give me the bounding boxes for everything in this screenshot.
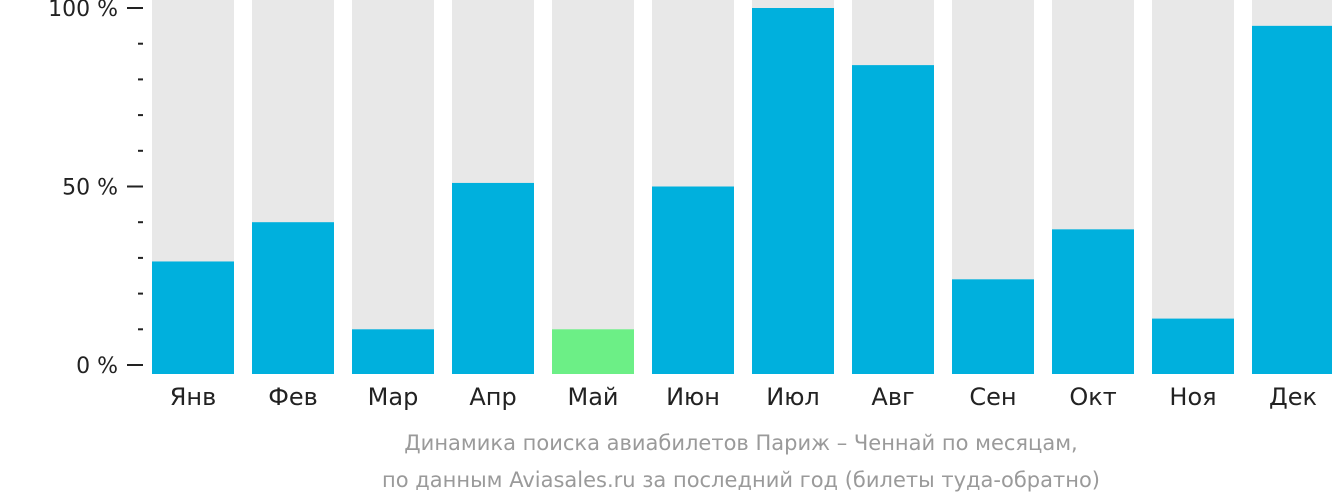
bar xyxy=(1052,229,1134,374)
y-tick-label: 100 % xyxy=(48,0,118,22)
bar-track xyxy=(352,0,434,374)
bar xyxy=(152,261,234,374)
x-axis-labels: Янв Фев Мар Апр Май Июн Июл Авг Сен Окт Ноя Дек xyxy=(170,383,1317,411)
x-tick-label: Окт xyxy=(1069,383,1116,411)
bar xyxy=(1152,318,1234,374)
chart-caption-line-1: Динамика поиска авиабилетов Париж – Ченн… xyxy=(404,431,1078,455)
x-tick-label: Апр xyxy=(469,383,516,411)
bar xyxy=(552,329,634,374)
x-tick-label: Июл xyxy=(766,383,820,411)
bar xyxy=(652,186,734,374)
bar-track xyxy=(552,0,634,374)
bar xyxy=(1252,25,1332,374)
y-tick-label: 0 % xyxy=(76,354,118,379)
bar xyxy=(452,182,534,374)
x-tick-label: Ноя xyxy=(1169,383,1216,411)
x-tick-label: Июн xyxy=(666,383,720,411)
x-tick-label: Янв xyxy=(170,383,217,411)
y-tick-label: 50 % xyxy=(62,176,118,201)
bar xyxy=(252,222,334,374)
bar xyxy=(852,65,934,375)
chart-caption-line-2: по данным Aviasales.ru за последний год … xyxy=(382,468,1100,492)
y-axis: 0 % 50 % 100 % xyxy=(48,0,143,379)
bar xyxy=(752,8,834,374)
bar-chart: 0 % 50 % 100 % Янв Фев Мар Апр Май Июн Июл Авг Сен… xyxy=(48,0,1332,411)
bar-track xyxy=(1152,0,1234,374)
x-tick-label: Сен xyxy=(969,383,1016,411)
x-tick-label: Авг xyxy=(871,383,914,411)
bar xyxy=(352,329,434,374)
x-tick-label: Фев xyxy=(268,383,318,411)
x-tick-label: Дек xyxy=(1269,383,1317,411)
bars xyxy=(152,0,1332,375)
bar xyxy=(952,279,1034,374)
x-tick-label: Мар xyxy=(368,383,419,411)
x-tick-label: Май xyxy=(567,383,618,411)
